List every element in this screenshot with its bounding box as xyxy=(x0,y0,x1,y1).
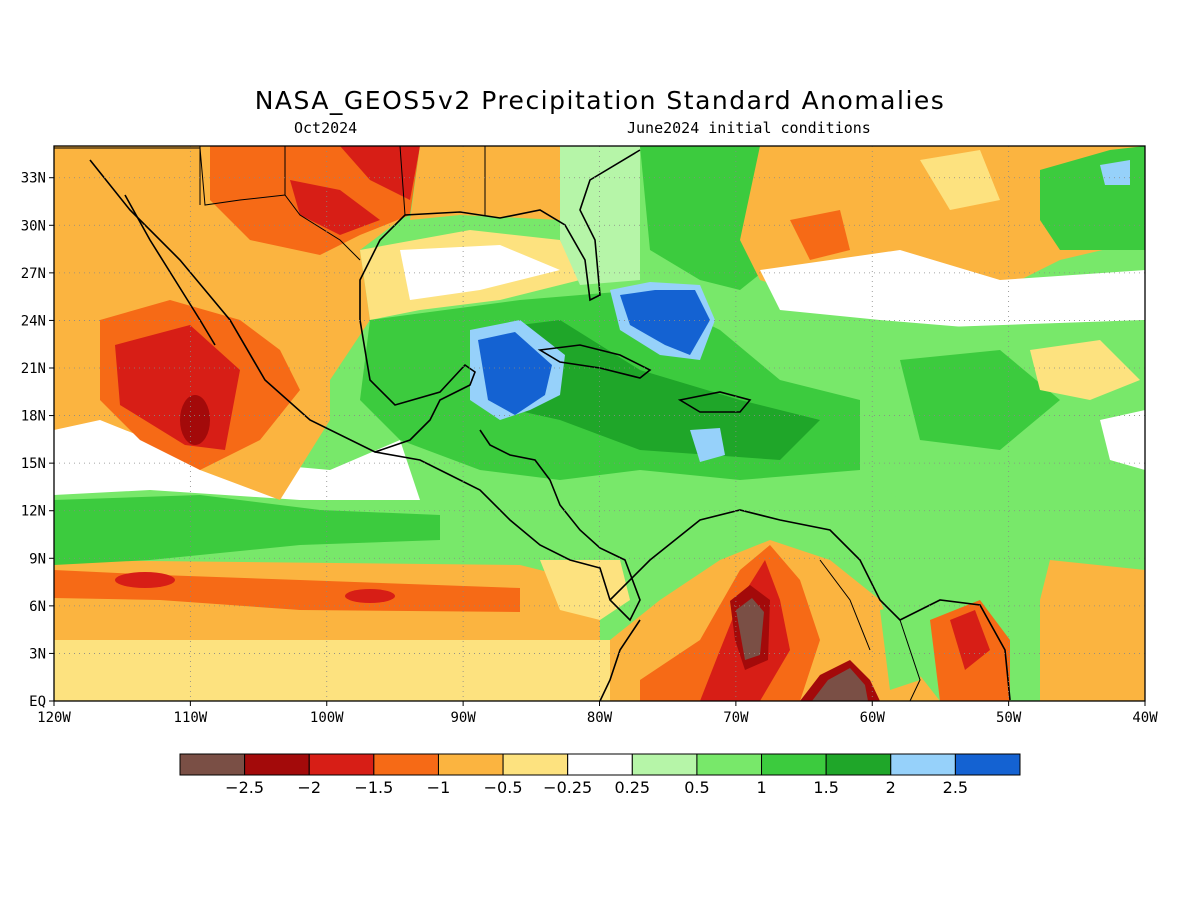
field-pacific-red-1 xyxy=(115,572,175,588)
y-tick-label: 9N xyxy=(29,551,46,567)
colorbar-label: −1 xyxy=(427,778,451,797)
latitude-ticks: EQ 3N 6N 9N 12N 15N 18N 21N 24N 27N 30N 33N xyxy=(21,171,54,710)
colorbar-swatch xyxy=(890,753,956,776)
coastline-north-america xyxy=(89,149,641,453)
colorbar-label: −2 xyxy=(297,778,321,797)
coastline-cuba xyxy=(537,344,652,379)
coastline-baja xyxy=(124,194,216,346)
longitude-ticks: 120W 110W 100W 90W 80W 70W 60W 50W 40W xyxy=(37,701,1158,726)
colorbar-label: −1.5 xyxy=(354,778,393,797)
field-yucatan-blue xyxy=(478,332,552,415)
x-tick-label: 100W xyxy=(310,710,344,726)
field-bahamas-blue xyxy=(620,290,710,355)
x-tick-label: 80W xyxy=(587,710,613,726)
field-trop-atlantic-white xyxy=(1100,410,1145,470)
border-south-america xyxy=(819,559,921,701)
field-e-atlantic-dry xyxy=(1040,560,1145,701)
borders xyxy=(54,146,921,701)
field-mexico-darkred xyxy=(180,395,210,445)
field-atlantic-ne-lightblue xyxy=(1100,160,1130,185)
field-panama-neutral xyxy=(540,560,630,620)
field-guianas-red xyxy=(950,610,990,670)
field-sa-brown-2 xyxy=(812,668,868,701)
coastline-hispaniola xyxy=(677,391,752,413)
y-tick-label: 33N xyxy=(21,171,46,187)
colorbar-label: 0.25 xyxy=(614,778,650,797)
colorbar-label: 1.5 xyxy=(813,778,838,797)
x-tick-label: 90W xyxy=(450,710,476,726)
field-atlantic-white xyxy=(760,250,1145,330)
colorbar-label: 2.5 xyxy=(943,778,968,797)
y-tick-label: EQ xyxy=(29,694,46,710)
colorbar-label: −0.5 xyxy=(484,778,523,797)
colorbar-swatch xyxy=(373,753,439,776)
initial-conditions: June2024 initial conditions xyxy=(627,119,871,137)
colorbar-swatch xyxy=(825,753,892,776)
x-tick-label: 120W xyxy=(37,710,71,726)
colorbar: −2.5 −2 −1.5 −1 −0.5 −0.25 0.25 0.5 1 1.5 2 2.5 xyxy=(179,753,1021,797)
colorbar-swatch xyxy=(696,753,763,776)
colorbar-swatch xyxy=(761,753,827,776)
y-tick-label: 30N xyxy=(21,218,46,234)
y-tick-label: 27N xyxy=(21,266,46,282)
y-tick-label: 15N xyxy=(21,456,46,472)
x-tick-label: 60W xyxy=(860,710,886,726)
coastline-central-america xyxy=(374,429,641,622)
y-tick-label: 6N xyxy=(29,599,46,615)
field-sw-us-dry xyxy=(54,146,205,205)
field-atlantic-orange-1 xyxy=(790,210,850,260)
coastlines xyxy=(89,149,1011,701)
field-equatorial-pacific-dry xyxy=(54,640,614,701)
colorbar-swatch xyxy=(437,753,504,776)
border-us-states xyxy=(199,146,486,216)
border-us-mexico xyxy=(54,147,361,261)
field-venezuela-wet xyxy=(880,600,930,690)
colorbar-swatch xyxy=(631,753,698,776)
field-pacific-red-2 xyxy=(345,589,395,603)
field-carib-lightblue xyxy=(690,428,725,462)
field-florida-wet xyxy=(560,146,640,285)
x-tick-label: 70W xyxy=(723,710,749,726)
y-tick-label: 12N xyxy=(21,504,46,520)
field-trop-atlantic-wet-core xyxy=(900,350,1060,450)
colorbar-label: −2.5 xyxy=(225,778,264,797)
field-texas-red xyxy=(290,180,380,235)
field-texas-red-2 xyxy=(340,146,420,200)
y-tick-label: 3N xyxy=(29,646,46,662)
x-tick-label: 50W xyxy=(996,710,1022,726)
colorbar-swatch xyxy=(502,753,569,776)
field-itcz-wet xyxy=(54,495,440,565)
colorbar-swatch xyxy=(567,753,633,776)
x-tick-label: 40W xyxy=(1132,710,1158,726)
map-title: NASA_GEOS5v2 Precipitation Standard Anom… xyxy=(254,86,946,115)
forecast-month: Oct2024 xyxy=(294,119,358,137)
field-trop-atlantic-yellow xyxy=(1030,340,1140,400)
colorbar-label: 0.5 xyxy=(684,778,709,797)
colorbar-label: 1 xyxy=(756,778,766,797)
coastline-south-america xyxy=(599,509,1011,701)
y-tick-label: 18N xyxy=(21,409,46,425)
colorbar-label: 2 xyxy=(886,778,896,797)
gridlines xyxy=(54,146,1145,701)
colorbar-swatch xyxy=(954,753,1021,776)
colorbar-swatch xyxy=(244,753,310,776)
colorbar-swatch xyxy=(179,753,246,776)
x-tick-label: 110W xyxy=(174,710,208,726)
field-sa-brown-1 xyxy=(736,598,764,660)
colorbar-label: −0.25 xyxy=(543,778,592,797)
y-tick-label: 21N xyxy=(21,361,46,377)
y-tick-label: 24N xyxy=(21,313,46,329)
anomaly-field xyxy=(54,146,1145,701)
field-atlantic-yellow xyxy=(920,150,1000,210)
colorbar-swatch xyxy=(308,753,375,776)
